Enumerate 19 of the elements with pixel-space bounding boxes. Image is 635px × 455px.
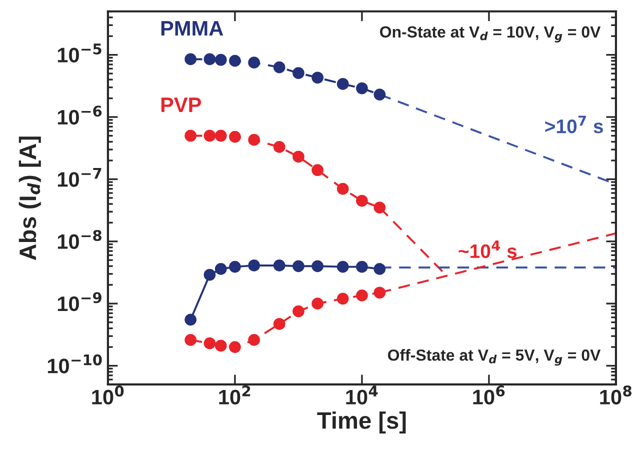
y-tick-label: 10$^{−10}$ bbox=[48, 354, 102, 374]
series-label: PMMA bbox=[161, 21, 224, 36]
x-axis-title: Time [s] bbox=[317, 412, 406, 434]
y-axis-title: Abs (I$_{d}$) [A] bbox=[18, 136, 41, 260]
x-tick-label: 10$^{0}$ bbox=[92, 385, 124, 404]
x-tick-label: 10$^{6}$ bbox=[473, 385, 505, 404]
annotation: On-State at V$_{d}$ = 10V, V$_{g}$ = 0V bbox=[380, 26, 601, 42]
y-tick-label: 10$^{−5}$ bbox=[58, 44, 102, 62]
x-tick-label: 10$^{2}$ bbox=[219, 385, 250, 404]
series-label: >10$^{7}$ s bbox=[545, 116, 603, 134]
annotation: Off-State at V$_{d}$ = 5V, V$_{g}$ = 0V bbox=[388, 349, 601, 366]
y-tick-label: 10$^{−7}$ bbox=[58, 168, 102, 187]
series-label: ~10$^{4}$ s bbox=[458, 240, 517, 258]
x-tick-label: 10$^{4}$ bbox=[346, 386, 378, 404]
y-tick-label: 10$^{−6}$ bbox=[58, 106, 102, 125]
series-label: PVP bbox=[161, 98, 201, 112]
x-tick-label: 10$^{8}$ bbox=[600, 385, 632, 404]
y-tick-label: 10$^{−8}$ bbox=[58, 230, 102, 249]
y-tick-label: 10$^{−9}$ bbox=[58, 292, 102, 312]
